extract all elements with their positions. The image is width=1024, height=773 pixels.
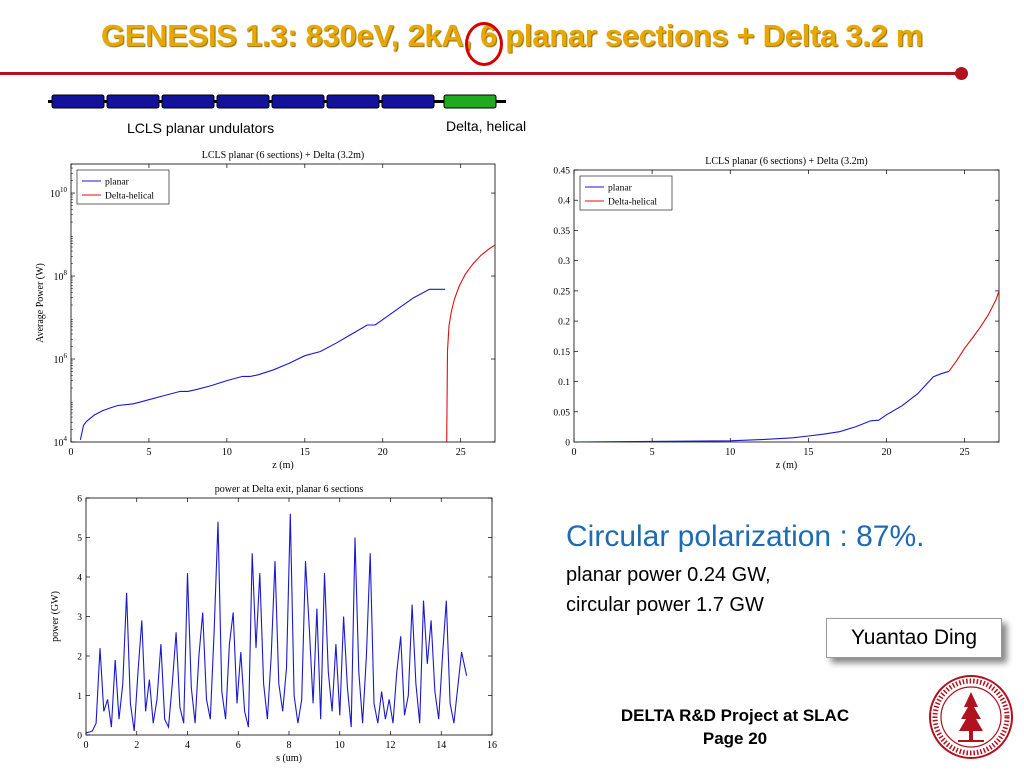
linear-power-chart: LCLS planar (6 sections) + Delta (3.2m) 0… — [540, 148, 1010, 478]
legend-label: planar — [608, 184, 633, 194]
legend-box — [76, 169, 170, 205]
y-tick-label: 0 — [77, 732, 82, 742]
linear-power-chart-svg: LCLS planar (6 sections) + Delta (3.2m) 0… — [553, 156, 1000, 471]
x-axis-label: z (m) — [272, 460, 293, 471]
x-tick-label: 25 — [456, 447, 466, 458]
x-tick-label: 15 — [803, 447, 813, 458]
x-tick-label: 2 — [134, 740, 139, 751]
footer-project: DELTA R&D Project at SLAC — [620, 706, 850, 725]
y-axis-label: Average Power (W) — [35, 263, 46, 343]
plot-frame — [573, 169, 1000, 443]
y-tick-label: 0.45 — [553, 167, 570, 177]
y-tick-label: 3 — [77, 613, 82, 623]
x-tick-label: 5 — [146, 447, 151, 458]
y-tick-label: 108 — [54, 269, 68, 283]
planar-power-text: planar power 0.24 GW, — [566, 564, 771, 586]
footer-page: Page 20 — [702, 729, 768, 748]
y-tick-label: 1 — [77, 692, 82, 702]
x-tick-label: 5 — [650, 447, 655, 458]
legend-label: planar — [105, 178, 130, 188]
x-tick-label: 10 — [725, 447, 735, 458]
y-tick-label: 0.1 — [558, 378, 570, 388]
planar-undulator-label: LCLS planar undulators — [127, 120, 275, 136]
y-tick-label: 104 — [54, 435, 68, 449]
x-tick-label: 0 — [69, 447, 74, 458]
x-tick-label: 4 — [185, 740, 190, 751]
x-tick-label: 6 — [236, 740, 241, 751]
x-tick-label: 15 — [300, 447, 310, 458]
x-axis-label: s (um) — [276, 753, 302, 764]
undulator-schematic — [48, 94, 506, 109]
y-tick-label: 4 — [77, 574, 82, 584]
planar-section-3 — [161, 94, 215, 109]
delta-undulator-label: Delta, helical — [446, 118, 527, 134]
series-line-Delta-helical — [446, 244, 495, 442]
planar-undulator-segments — [51, 94, 435, 109]
series-line-planar — [79, 288, 446, 441]
log-power-chart-svg: LCLS planar (6 sections) + Delta (3.2m) 0… — [35, 150, 496, 471]
x-tick-label: 14 — [436, 740, 446, 751]
x-tick-label: 20 — [882, 447, 892, 458]
chart-title: power at Delta exit, planar 6 sections — [215, 484, 364, 495]
author-box: Yuantao Ding — [826, 618, 1002, 658]
title-rule-dot — [955, 67, 968, 80]
plot-frame — [70, 163, 496, 443]
delta-helical-segment — [443, 94, 497, 109]
y-tick-label: 0.35 — [553, 227, 570, 237]
y-tick-label: 1010 — [50, 186, 68, 200]
planar-section-5 — [271, 94, 325, 109]
delta-exit-power-chart: power at Delta exit, planar 6 sections 0 2… — [50, 478, 505, 768]
y-tick-label: 0.25 — [553, 287, 570, 297]
x-tick-label: 10 — [335, 740, 345, 751]
y-tick-label: 106 — [54, 352, 68, 366]
x-tick-label: 0 — [84, 740, 89, 751]
legend-label: Delta-helical — [608, 198, 657, 208]
legend-box — [579, 175, 673, 211]
delta-exit-power-chart-svg: power at Delta exit, planar 6 sections 0 2… — [50, 484, 497, 764]
slide-title: GENESIS 1.3: 830eV, 2kA, 6 planar sectio… — [100, 18, 924, 53]
x-tick-label: 16 — [487, 740, 497, 751]
planar-section-6 — [326, 94, 380, 109]
chart-title: LCLS planar (6 sections) + Delta (3.2m) — [705, 156, 868, 167]
highlight-circle — [465, 22, 503, 66]
x-tick-label: 20 — [378, 447, 388, 458]
y-tick-label: 0.15 — [553, 348, 570, 358]
planar-section-7 — [381, 94, 435, 109]
x-tick-label: 12 — [386, 740, 396, 751]
x-axis-label: z (m) — [776, 460, 797, 471]
x-tick-label: 8 — [287, 740, 292, 751]
circular-power-text: circular power 1.7 GW — [566, 594, 764, 616]
circular-polarization-text: Circular polarization : 87%. — [566, 520, 925, 553]
series-line-planar — [574, 370, 950, 442]
y-tick-label: 0.3 — [558, 257, 570, 267]
y-tick-label: 0.2 — [558, 318, 570, 328]
y-tick-label: 6 — [77, 495, 82, 505]
log-power-chart: LCLS planar (6 sections) + Delta (3.2m) 0… — [30, 148, 510, 478]
series-line-Delta-helical — [948, 290, 999, 372]
y-tick-label: 5 — [77, 534, 82, 544]
planar-section-4 — [216, 94, 270, 109]
legend-label: Delta-helical — [105, 192, 154, 202]
x-tick-label: 25 — [960, 447, 970, 458]
x-tick-label: 0 — [572, 447, 577, 458]
series-line-power — [86, 513, 468, 734]
y-tick-label: 0.05 — [553, 408, 570, 418]
planar-section-1 — [51, 94, 105, 109]
chart-title: LCLS planar (6 sections) + Delta (3.2m) — [202, 150, 365, 161]
planar-section-2 — [106, 94, 160, 109]
y-tick-label: 0.4 — [558, 197, 570, 207]
y-axis-label: power (GW) — [50, 591, 61, 642]
y-tick-label: 2 — [77, 653, 82, 663]
y-tick-label: 0 — [565, 439, 570, 449]
x-tick-label: 10 — [222, 447, 232, 458]
stanford-seal-icon — [929, 675, 1013, 759]
title-rule — [0, 72, 962, 75]
